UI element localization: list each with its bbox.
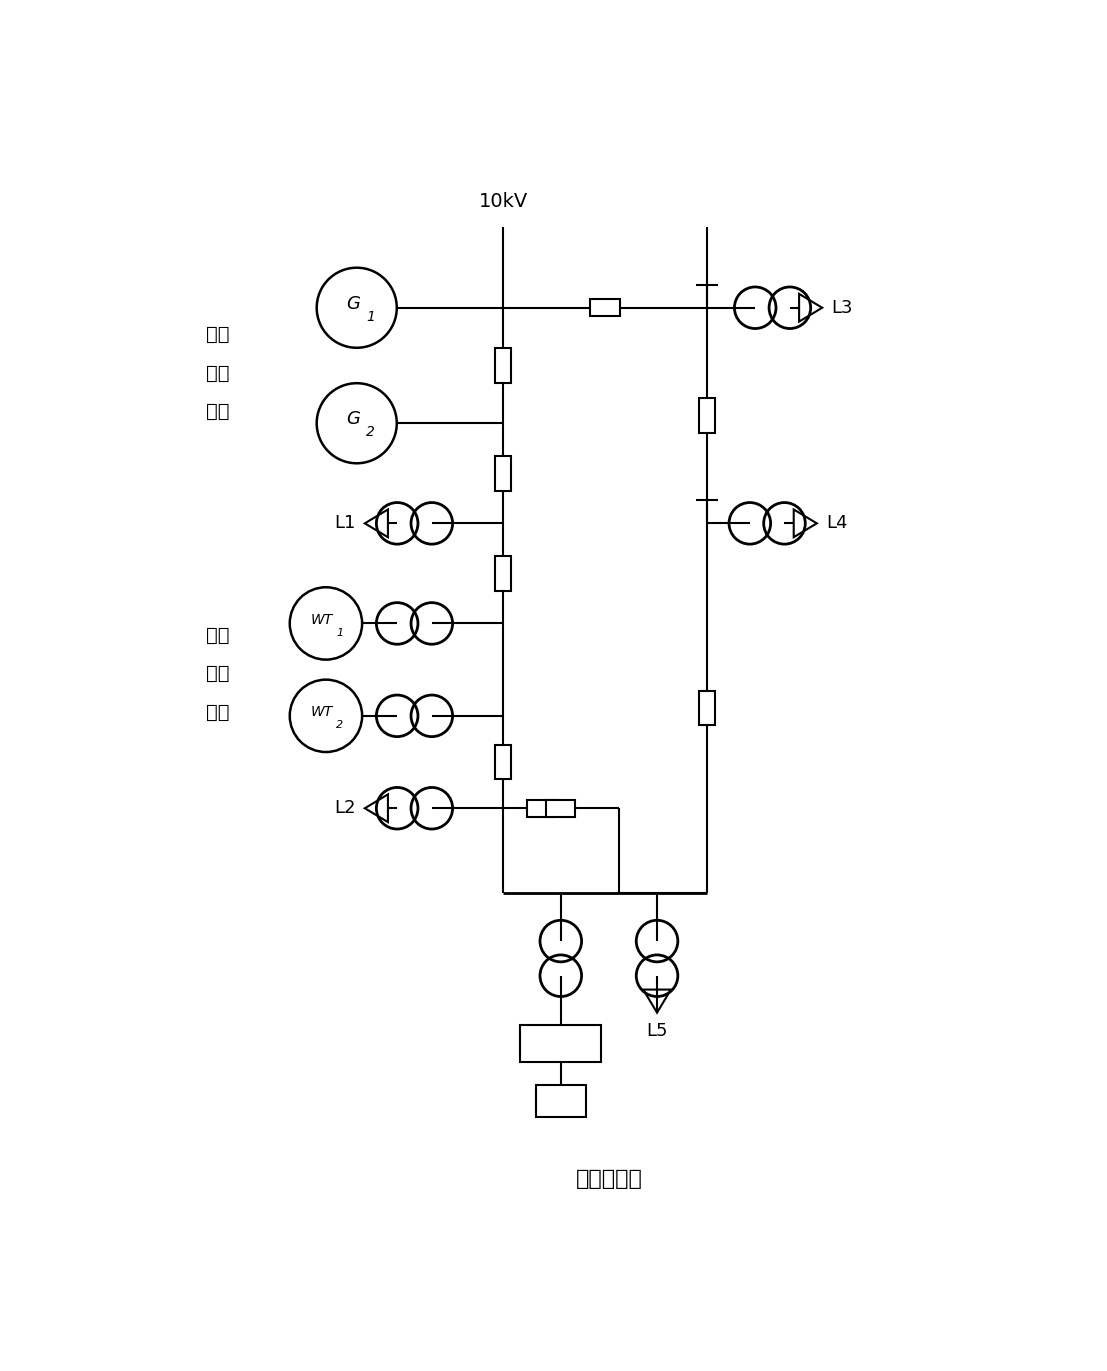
- Text: 变流器: 变流器: [546, 1034, 576, 1052]
- Text: WT: WT: [311, 705, 333, 718]
- Bar: [520, 1024, 601, 1061]
- Text: 10kV: 10kV: [478, 192, 528, 211]
- Text: L2: L2: [334, 799, 355, 817]
- Text: L4: L4: [826, 514, 848, 532]
- Text: 机组: 机组: [206, 702, 230, 721]
- Text: 2: 2: [337, 720, 343, 731]
- Bar: [546, 799, 576, 817]
- Bar: [700, 398, 715, 433]
- Bar: [495, 457, 510, 491]
- Text: L3: L3: [831, 299, 853, 317]
- Text: L5: L5: [646, 1021, 668, 1041]
- Bar: [590, 299, 620, 317]
- Bar: [536, 1084, 586, 1117]
- Text: 2: 2: [366, 425, 375, 440]
- Text: 蓄电池储能: 蓄电池储能: [576, 1169, 642, 1190]
- Bar: [495, 557, 510, 591]
- Text: 发电: 发电: [206, 664, 230, 683]
- Text: L1: L1: [334, 514, 355, 532]
- Text: 1: 1: [366, 310, 375, 324]
- Bar: [495, 744, 510, 779]
- Text: BS: BS: [550, 1091, 571, 1111]
- Bar: [700, 691, 715, 725]
- Text: WT: WT: [311, 613, 333, 627]
- Bar: [527, 799, 556, 817]
- Text: G: G: [345, 295, 360, 313]
- Text: 机组: 机组: [206, 402, 230, 421]
- Text: 柴油: 柴油: [206, 325, 230, 344]
- Text: G: G: [345, 410, 360, 428]
- Text: 风力: 风力: [206, 625, 230, 644]
- Text: 发电: 发电: [206, 363, 230, 383]
- Bar: [495, 348, 510, 383]
- Text: 1: 1: [337, 628, 343, 638]
